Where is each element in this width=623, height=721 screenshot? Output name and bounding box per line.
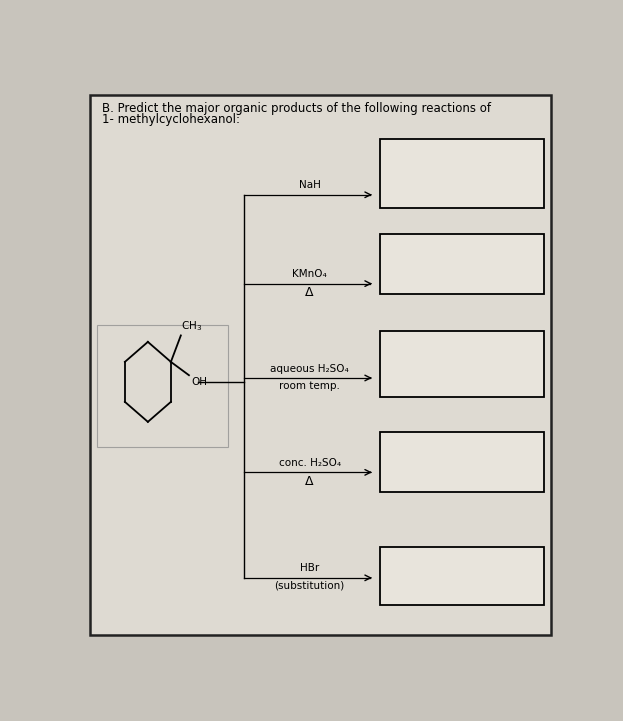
Text: aqueous H₂SO₄: aqueous H₂SO₄ — [270, 363, 349, 373]
Text: conc. H₂SO₄: conc. H₂SO₄ — [278, 458, 341, 468]
Text: 1- methylcyclohexanol:: 1- methylcyclohexanol: — [102, 113, 240, 126]
Bar — [379, 139, 544, 208]
Text: (substitution): (substitution) — [275, 580, 345, 590]
Text: B. Predict the major organic products of the following reactions of: B. Predict the major organic products of… — [102, 102, 491, 115]
Bar — [379, 433, 544, 492]
Bar — [379, 332, 544, 397]
Text: CH$_3$: CH$_3$ — [181, 319, 202, 333]
Text: KMnO₄: KMnO₄ — [292, 269, 327, 279]
Bar — [379, 547, 544, 606]
Text: NaH: NaH — [298, 180, 321, 190]
Text: OH: OH — [191, 377, 207, 387]
Text: HBr: HBr — [300, 563, 319, 573]
Text: Δ: Δ — [305, 286, 314, 299]
Text: Δ: Δ — [305, 475, 314, 488]
Bar — [379, 234, 544, 294]
Text: room temp.: room temp. — [279, 381, 340, 391]
Bar — [97, 325, 227, 447]
